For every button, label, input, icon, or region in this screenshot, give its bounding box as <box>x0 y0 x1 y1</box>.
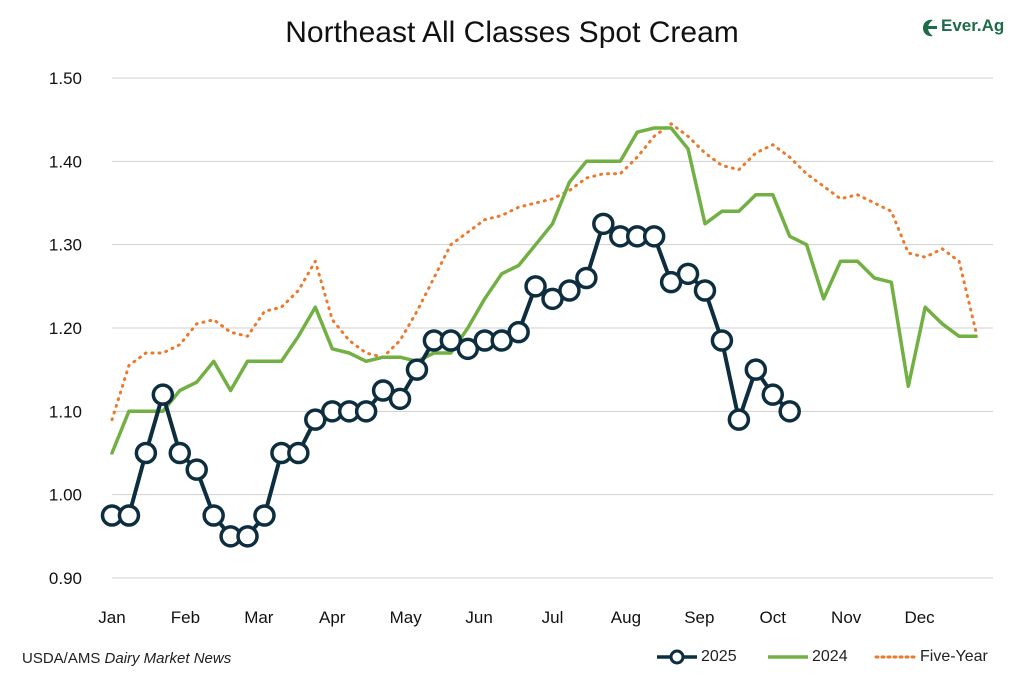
logo-text: Ever.Ag <box>941 16 1005 35</box>
data-point-2025 <box>117 504 141 527</box>
data-point-2025 <box>405 358 429 381</box>
legend-swatch-2024 <box>768 655 808 659</box>
x-tick-label: Jan <box>98 608 125 627</box>
y-axis-ticks: 1.50 1.40 1.30 1.20 1.10 1.00 0.90 <box>49 69 82 588</box>
data-point-2025 <box>287 441 310 465</box>
data-point-2025 <box>168 441 192 465</box>
data-point-2025 <box>592 212 615 236</box>
x-axis-ticks: Jan Feb Mar Apr May Jun Jul Aug Sep Oct Nov Dec <box>98 608 935 627</box>
data-point-2025 <box>151 383 175 406</box>
x-tick-label: Nov <box>831 608 862 627</box>
data-point-2025 <box>761 383 784 406</box>
data-point-2025 <box>524 275 547 298</box>
data-point-2025 <box>236 525 259 548</box>
y-tick-label: 1.20 <box>49 319 82 338</box>
x-tick-label: Mar <box>244 608 274 627</box>
legend-label-five-year: Five-Year <box>920 648 988 665</box>
gridlines <box>112 77 993 579</box>
legend-label-2025: 2025 <box>701 648 737 665</box>
legend-swatch-2025 <box>657 649 697 665</box>
data-point-2025 <box>676 262 700 286</box>
data-point-2025 <box>642 225 666 248</box>
ever-ag-logo-icon <box>923 19 937 37</box>
y-tick-label: 1.00 <box>49 486 82 505</box>
legend-label-2024: 2024 <box>812 648 848 665</box>
x-tick-label: Jul <box>542 608 564 627</box>
data-point-2025 <box>202 504 225 527</box>
x-tick-label: Jun <box>465 608 492 627</box>
series-layer <box>100 122 978 548</box>
data-point-2025 <box>727 408 751 431</box>
data-point-2025 <box>185 458 208 481</box>
series-line-five-year <box>110 122 978 422</box>
data-point-2025 <box>558 279 581 302</box>
data-point-2025 <box>693 279 717 302</box>
y-tick-label: 0.90 <box>49 569 82 588</box>
x-tick-label: Sep <box>684 608 714 627</box>
y-tick-label: 1.50 <box>49 69 82 88</box>
legend: 2025 2024 Five-Year <box>0 646 1024 668</box>
data-point-2025 <box>134 441 158 465</box>
x-tick-label: May <box>390 608 423 627</box>
line-chart: 1.50 1.40 1.30 1.20 1.10 1.00 0.90 Jan Feb Mar Ap… <box>49 69 993 627</box>
source-publication: Dairy Market News <box>104 650 232 667</box>
legend-swatch-five-year <box>874 655 918 659</box>
x-tick-label: Feb <box>171 608 200 627</box>
x-tick-label: Dec <box>904 608 935 627</box>
y-tick-label: 1.10 <box>49 402 82 421</box>
data-point-2025 <box>744 358 768 381</box>
y-tick-label: 1.30 <box>49 236 82 255</box>
series-line-2024 <box>110 126 978 455</box>
source-note: USDA/AMS Dairy Market News <box>22 650 231 667</box>
data-point-2025 <box>354 400 378 423</box>
data-point-2025 <box>710 329 734 352</box>
data-point-2025 <box>507 320 530 344</box>
data-point-2025 <box>575 266 598 290</box>
source-prefix: USDA/AMS <box>22 650 105 667</box>
ever-ag-logo: Ever.Ag <box>921 14 1013 40</box>
x-tick-label: Oct <box>760 608 787 627</box>
chart-title: Northeast All Classes Spot Cream <box>285 16 739 49</box>
data-point-2025 <box>778 400 801 423</box>
y-tick-label: 1.40 <box>49 152 82 171</box>
data-point-2025 <box>253 504 276 527</box>
x-tick-label: Aug <box>611 608 641 627</box>
data-point-2025 <box>388 387 412 411</box>
x-tick-label: Apr <box>319 608 346 627</box>
